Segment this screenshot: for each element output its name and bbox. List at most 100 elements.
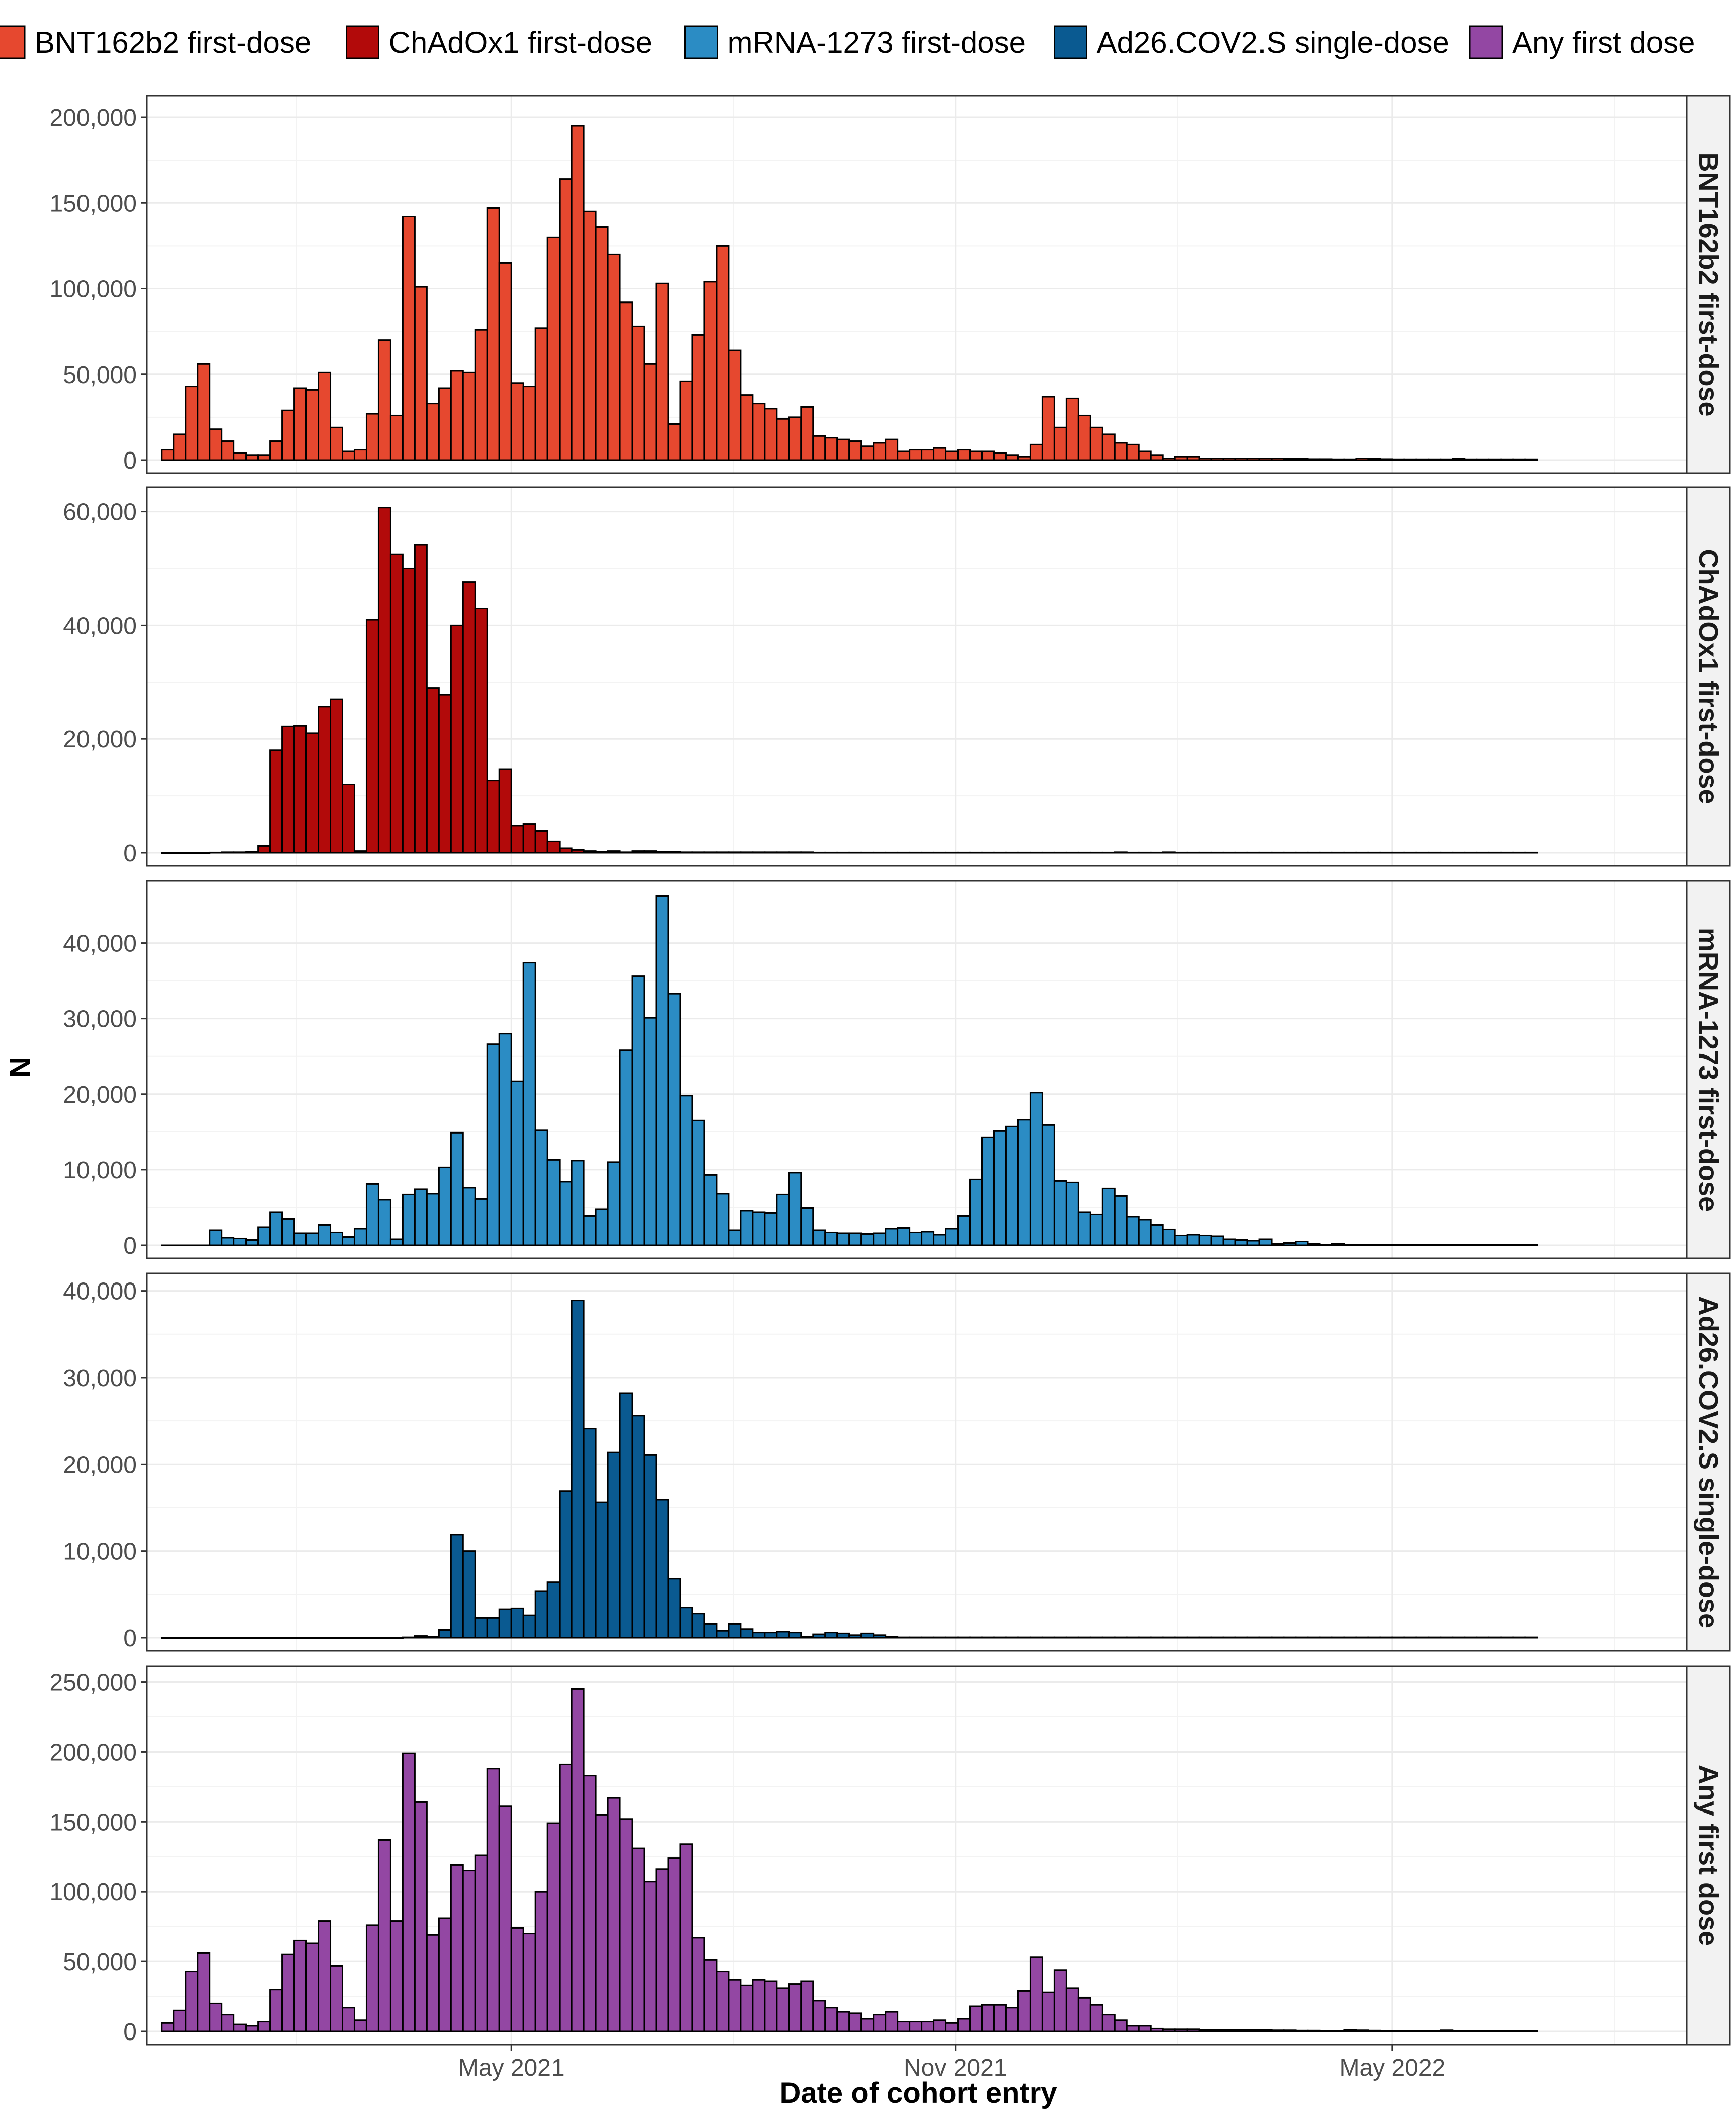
bar <box>462 1550 476 1639</box>
bar <box>293 725 307 854</box>
bar <box>1355 2029 1369 2032</box>
bar <box>764 851 778 854</box>
bar <box>897 2021 911 2032</box>
bar <box>1440 851 1454 854</box>
bar <box>1234 851 1248 854</box>
bar <box>462 1870 476 2032</box>
facet-strip-label: Ad26.COV2.S single-dose <box>1693 1296 1723 1628</box>
bar <box>389 1920 404 2032</box>
bar <box>1415 851 1430 854</box>
bar <box>1222 2029 1236 2032</box>
bar <box>643 1881 657 2032</box>
bar <box>1126 1636 1140 1639</box>
bar <box>764 408 778 461</box>
bar <box>607 1451 621 1639</box>
bar <box>873 2014 887 2032</box>
bar <box>1234 1239 1248 1246</box>
bar <box>909 2021 923 2032</box>
bar <box>1367 2029 1381 2032</box>
bar <box>257 845 271 854</box>
bar <box>740 394 754 461</box>
bar <box>1089 1213 1103 1246</box>
bar <box>438 694 452 854</box>
bar <box>824 1632 838 1639</box>
bar <box>643 1454 657 1639</box>
bar <box>1138 1636 1152 1639</box>
bar <box>1186 1234 1200 1246</box>
bar <box>1307 458 1321 461</box>
bar <box>643 363 657 461</box>
legend-label: BNT162b2 first-dose <box>35 26 311 59</box>
bar <box>330 698 343 854</box>
bar <box>318 371 332 461</box>
bar <box>330 1231 343 1246</box>
bar <box>655 282 669 461</box>
bar <box>1041 1636 1055 1639</box>
y-tick-label: 100,000 <box>49 276 137 303</box>
bar <box>341 450 355 461</box>
bar <box>426 687 440 854</box>
bar <box>752 403 766 461</box>
bar <box>1500 1636 1514 1639</box>
bar <box>257 2021 271 2032</box>
bar <box>860 2018 875 2032</box>
bar <box>969 1178 983 1246</box>
bar <box>1379 1636 1393 1639</box>
bar <box>389 414 404 461</box>
bar <box>945 851 959 854</box>
bar <box>1198 1234 1212 1246</box>
y-tick-label: 20,000 <box>63 1082 137 1108</box>
bar <box>221 1237 235 1246</box>
bar <box>728 1229 742 1246</box>
bar <box>1403 458 1417 461</box>
bar <box>969 851 983 854</box>
bar <box>993 1636 1007 1639</box>
bar <box>462 1187 476 1246</box>
bar <box>305 732 320 854</box>
bar <box>486 780 500 854</box>
bar <box>957 449 971 461</box>
bar <box>1029 1636 1043 1639</box>
bar <box>1476 1636 1490 1639</box>
bar <box>1295 1636 1309 1639</box>
bar <box>1198 1636 1212 1639</box>
bar <box>583 1215 597 1246</box>
bar <box>776 851 790 854</box>
bar <box>498 1805 512 2032</box>
bar <box>788 851 802 854</box>
bar <box>1005 851 1019 854</box>
bar <box>318 706 332 854</box>
bar <box>365 1183 379 1246</box>
bar <box>402 1636 416 1639</box>
bar <box>1307 1636 1321 1639</box>
bar <box>631 975 645 1246</box>
bar <box>1017 1119 1031 1246</box>
bar <box>1186 1636 1200 1639</box>
bar <box>1403 851 1417 854</box>
bar <box>510 1607 524 1639</box>
bar <box>1210 851 1224 854</box>
bar <box>377 507 391 854</box>
bar <box>1307 2029 1321 2032</box>
bar <box>486 1768 500 2032</box>
bar <box>1065 397 1079 461</box>
bar <box>534 327 548 461</box>
bar <box>245 454 259 461</box>
facet-strip-label: ChAdOx1 first-dose <box>1693 549 1723 804</box>
bar <box>173 1244 187 1246</box>
bar <box>1101 1636 1116 1639</box>
y-tick-label: 150,000 <box>49 1809 137 1836</box>
bar <box>740 1628 754 1639</box>
bar <box>414 1801 428 2032</box>
series-bars <box>161 507 1538 854</box>
bar <box>873 851 887 854</box>
y-tick-label: 200,000 <box>49 1739 137 1766</box>
bar <box>426 1193 440 1246</box>
bar <box>414 1188 428 1246</box>
y-tick-label: 40,000 <box>63 1278 137 1305</box>
bar <box>197 1952 211 2032</box>
bar <box>498 262 512 461</box>
x-tick-label: Nov 2021 <box>904 2055 1007 2081</box>
y-tick-label: 40,000 <box>63 613 137 639</box>
bar <box>257 454 271 461</box>
